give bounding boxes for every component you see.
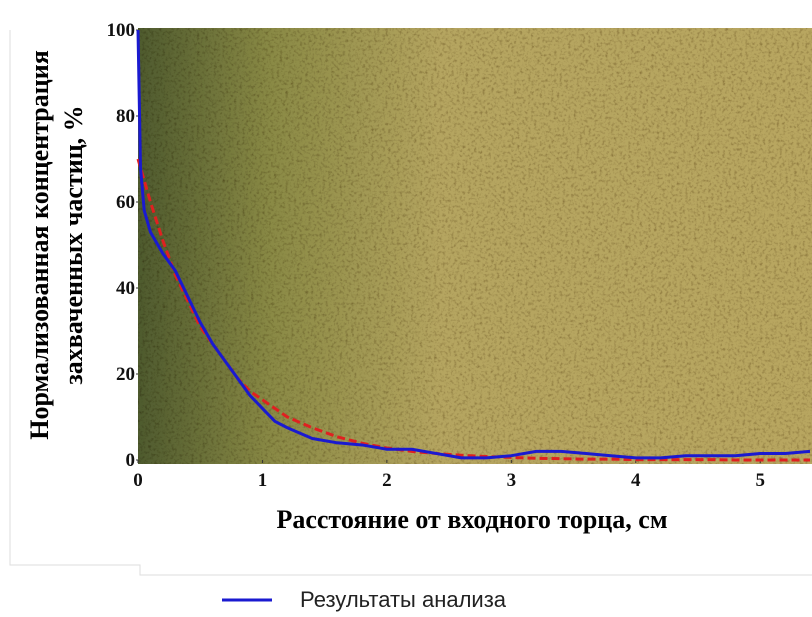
x-axis-label: Расстояние от входного торца, см bbox=[276, 505, 667, 534]
y-tick-label: 80 bbox=[116, 106, 135, 127]
x-tick-label: 5 bbox=[755, 470, 765, 491]
plot-background bbox=[138, 28, 812, 464]
y-tick-label: 20 bbox=[116, 364, 135, 385]
y-tick-label: 100 bbox=[107, 20, 136, 41]
x-tick-label: 2 bbox=[382, 470, 392, 491]
y-axis-label-line: Нормализованная концентрация bbox=[25, 50, 54, 440]
chart: Нормализованная концентрациязахваченных … bbox=[0, 0, 812, 617]
legend-label: Результаты анализа bbox=[300, 587, 507, 612]
x-tick-label: 1 bbox=[258, 470, 268, 491]
x-tick-label: 0 bbox=[133, 470, 143, 491]
y-axis-label-line: захваченных частиц, % bbox=[59, 105, 88, 384]
x-tick-label: 3 bbox=[507, 470, 517, 491]
y-tick-label: 60 bbox=[116, 192, 135, 213]
y-tick-label: 40 bbox=[116, 278, 135, 299]
x-tick-label: 4 bbox=[631, 470, 641, 491]
y-tick-label: 0 bbox=[126, 450, 136, 471]
